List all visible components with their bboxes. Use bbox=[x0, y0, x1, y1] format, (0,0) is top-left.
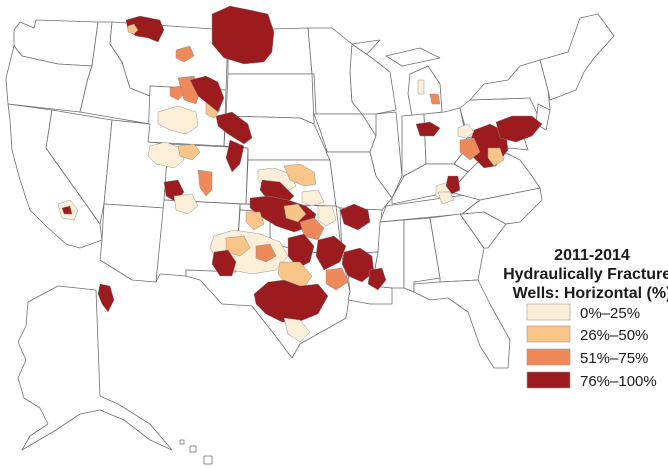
state-nevada bbox=[45, 109, 113, 225]
region-colorado-a bbox=[225, 139, 245, 173]
region-wyoming-c bbox=[189, 75, 225, 113]
region-montana-patch bbox=[175, 45, 195, 63]
region-virginia bbox=[437, 191, 455, 205]
region-gulf-b bbox=[325, 267, 349, 291]
region-appalachia-b bbox=[495, 115, 543, 143]
state-alaska bbox=[17, 285, 173, 451]
region-michigan-a bbox=[417, 79, 425, 95]
region-appalachia-e bbox=[457, 123, 475, 139]
state-illinois bbox=[369, 111, 403, 199]
region-kentucky-b bbox=[445, 175, 461, 195]
region-uinta bbox=[177, 143, 201, 161]
legend-swatch-76-100 bbox=[526, 371, 571, 389]
legend-title-line-3: Wells: Horizontal (%) bbox=[513, 285, 668, 302]
region-bakken bbox=[211, 5, 275, 65]
region-mississippi bbox=[367, 267, 387, 291]
region-permian-c bbox=[255, 243, 277, 263]
region-nm-small bbox=[173, 193, 199, 215]
region-kansas-d bbox=[301, 189, 325, 207]
region-oklahoma-a bbox=[283, 203, 307, 223]
region-raton bbox=[197, 169, 213, 197]
region-michigan-b bbox=[429, 93, 441, 105]
region-dj-basin bbox=[215, 111, 253, 145]
legend-title-line-1: 2011-2014 bbox=[554, 247, 630, 264]
region-gulf-a bbox=[283, 317, 311, 343]
region-appalachia-c bbox=[459, 137, 481, 161]
state-new-england bbox=[539, 13, 615, 101]
state-wisconsin bbox=[349, 43, 397, 115]
region-piceance bbox=[147, 141, 185, 169]
region-east-texas bbox=[315, 235, 347, 271]
legend: 2011-2014 Hydraulically Fractured Wells:… bbox=[503, 247, 668, 390]
region-alaska-north-slope bbox=[97, 283, 115, 313]
legend-label-51-75: 51%–75% bbox=[580, 350, 648, 367]
region-oklahoma-c bbox=[317, 205, 337, 227]
region-wyoming-a bbox=[157, 105, 199, 135]
state-hawaii bbox=[179, 439, 213, 465]
legend-label-0-25: 0%–25% bbox=[580, 305, 640, 322]
legend-label-76-100: 76%–100% bbox=[580, 373, 657, 390]
region-wind-river bbox=[169, 85, 185, 101]
region-illinois bbox=[415, 121, 441, 137]
legend-swatch-0-25 bbox=[526, 303, 571, 321]
region-permian-b bbox=[211, 249, 237, 277]
legend-swatch-26-50 bbox=[526, 325, 571, 343]
legend-label-26-50: 26%–50% bbox=[580, 327, 648, 344]
state-boundaries bbox=[5, 13, 615, 465]
state-arizona bbox=[99, 203, 165, 283]
region-montana-small bbox=[127, 23, 139, 35]
region-permian-a bbox=[225, 235, 251, 257]
region-haynesville bbox=[341, 247, 375, 283]
region-oklahoma-d bbox=[245, 211, 265, 231]
region-barnett bbox=[287, 233, 315, 269]
region-eagle-ford bbox=[253, 279, 329, 323]
fracking-regions bbox=[57, 5, 543, 343]
legend-title-line-2: Hydraulically Fractured bbox=[503, 266, 668, 283]
region-kansas-b bbox=[283, 163, 317, 187]
legend-swatch-51-75 bbox=[526, 348, 571, 366]
region-arkoma bbox=[339, 203, 371, 231]
state-florida bbox=[413, 279, 511, 369]
region-oklahoma-b bbox=[299, 217, 325, 241]
region-appalachia-d bbox=[487, 147, 505, 167]
region-california-core bbox=[61, 205, 73, 215]
